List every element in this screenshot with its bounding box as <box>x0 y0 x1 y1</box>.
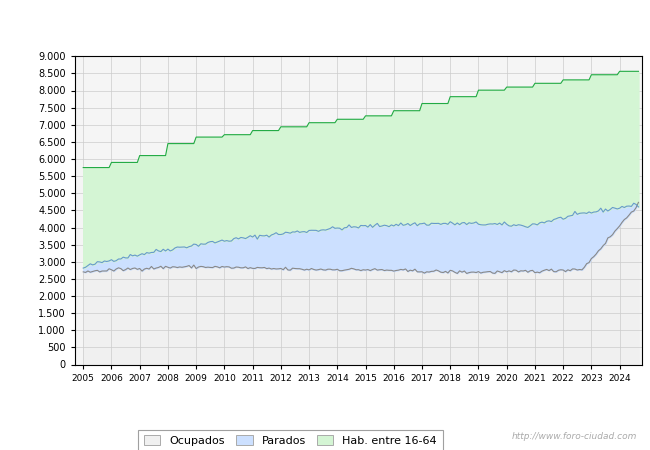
Text: http://www.foro-ciudad.com: http://www.foro-ciudad.com <box>512 432 637 441</box>
Legend: Ocupados, Parados, Hab. entre 16-64: Ocupados, Parados, Hab. entre 16-64 <box>138 430 443 450</box>
Text: Ceutí - Evolucion de la poblacion en edad de Trabajar Septiembre de 2024: Ceutí - Evolucion de la poblacion en eda… <box>47 17 603 30</box>
